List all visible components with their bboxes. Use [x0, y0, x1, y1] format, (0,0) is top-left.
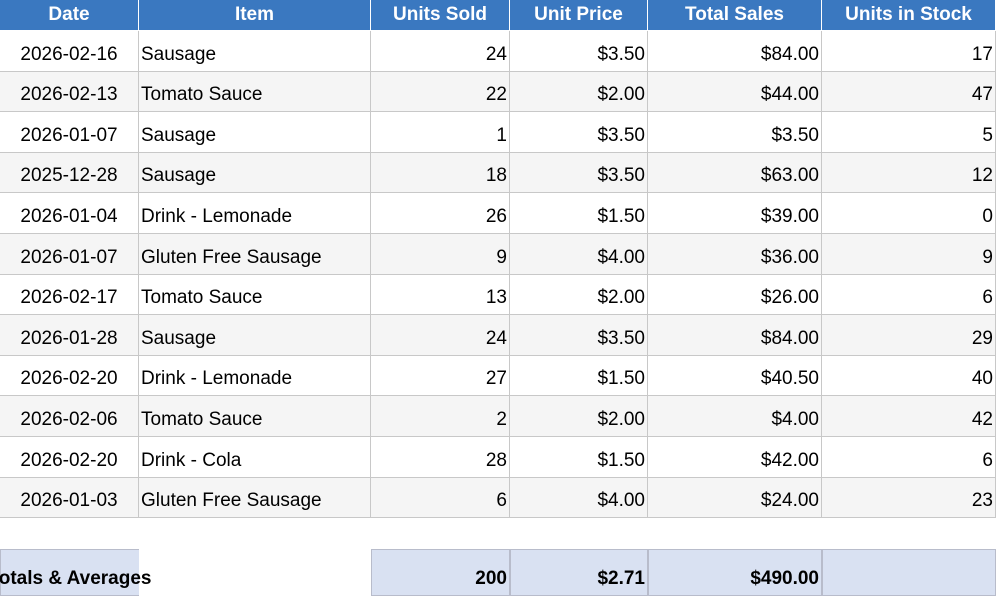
totals-cell: $2.71 — [510, 549, 648, 596]
table-cell: 2026-02-17 — [0, 274, 139, 316]
table-cell: $42.00 — [648, 437, 822, 478]
table-cell: 2026-02-13 — [0, 71, 139, 113]
table-cell: Sausage — [139, 112, 371, 153]
table-cell: $84.00 — [648, 315, 822, 356]
table-cell: 1 — [371, 112, 510, 153]
header-cell: Units Sold — [371, 0, 510, 31]
table-cell: 2025-12-28 — [0, 152, 139, 194]
table-cell: $3.50 — [510, 31, 648, 72]
totals-cell — [822, 549, 996, 596]
table-cell: $2.00 — [510, 274, 648, 316]
table-cell: 17 — [822, 31, 996, 72]
table-cell: 47 — [822, 71, 996, 113]
table-cell: $4.00 — [510, 477, 648, 519]
table-cell: 2026-02-20 — [0, 355, 139, 397]
table-cell: 24 — [371, 315, 510, 356]
table-cell: 22 — [371, 71, 510, 113]
table-cell: Tomato Sauce — [139, 274, 371, 316]
table-cell: 9 — [822, 234, 996, 275]
table-cell: $3.50 — [510, 152, 648, 194]
table-cell: Sausage — [139, 315, 371, 356]
table-cell: 40 — [822, 355, 996, 397]
table-cell: $40.50 — [648, 355, 822, 397]
table-cell: $84.00 — [648, 31, 822, 72]
table-cell: $1.50 — [510, 437, 648, 478]
table-cell: $2.00 — [510, 71, 648, 113]
table-cell: 29 — [822, 315, 996, 356]
table-cell: 9 — [371, 234, 510, 275]
header-cell: Unit Price — [510, 0, 648, 31]
header-cell: Units in Stock — [822, 0, 996, 31]
totals-label: Totals & Averages — [0, 549, 151, 596]
table-cell: 2026-02-20 — [0, 437, 139, 478]
table-cell: 13 — [371, 274, 510, 316]
table-cell: 12 — [822, 152, 996, 194]
table-cell: Tomato Sauce — [139, 396, 371, 437]
table-cell: 28 — [371, 437, 510, 478]
table-cell: Gluten Free Sausage — [139, 477, 371, 519]
table-cell: 0 — [822, 193, 996, 234]
table-cell: Drink - Cola — [139, 437, 371, 478]
table-cell: $3.50 — [510, 315, 648, 356]
table-cell: $2.00 — [510, 396, 648, 437]
table-cell: 2026-01-28 — [0, 315, 139, 356]
totals-cell: 200 — [371, 549, 510, 596]
totals-cell: $490.00 — [648, 549, 822, 596]
table-cell: 24 — [371, 31, 510, 72]
table-cell: $3.50 — [510, 112, 648, 153]
table-cell: 2026-02-16 — [0, 31, 139, 72]
table-cell: 6 — [822, 274, 996, 316]
table-cell: $36.00 — [648, 234, 822, 275]
table-cell: 6 — [822, 437, 996, 478]
table-cell: 27 — [371, 355, 510, 397]
table-cell: $1.50 — [510, 193, 648, 234]
table-cell: $4.00 — [510, 234, 648, 275]
table-cell: $39.00 — [648, 193, 822, 234]
table-cell: 18 — [371, 152, 510, 194]
table-cell: 42 — [822, 396, 996, 437]
table-cell: 23 — [822, 477, 996, 519]
table-cell: Drink - Lemonade — [139, 355, 371, 397]
table-cell: Sausage — [139, 152, 371, 194]
table-cell: 26 — [371, 193, 510, 234]
table-cell: $4.00 — [648, 396, 822, 437]
header-cell: Total Sales — [648, 0, 822, 31]
table-cell: $63.00 — [648, 152, 822, 194]
table-cell: $24.00 — [648, 477, 822, 519]
table-cell: Sausage — [139, 31, 371, 72]
table-cell: Drink - Lemonade — [139, 193, 371, 234]
table-cell: 2026-01-03 — [0, 477, 139, 519]
header-cell: Date — [0, 0, 139, 31]
table-cell: 6 — [371, 477, 510, 519]
table-cell: 2026-02-06 — [0, 396, 139, 437]
table-cell: Gluten Free Sausage — [139, 234, 371, 275]
table-cell: $44.00 — [648, 71, 822, 113]
table-cell: 5 — [822, 112, 996, 153]
table-cell: 2026-01-04 — [0, 193, 139, 234]
table-cell: $26.00 — [648, 274, 822, 316]
table-cell: $3.50 — [648, 112, 822, 153]
table-cell: $1.50 — [510, 355, 648, 397]
table-cell: 2026-01-07 — [0, 234, 139, 275]
header-cell: Item — [139, 0, 371, 31]
table-cell: Tomato Sauce — [139, 71, 371, 113]
table-cell: 2026-01-07 — [0, 112, 139, 153]
table-cell: 2 — [371, 396, 510, 437]
